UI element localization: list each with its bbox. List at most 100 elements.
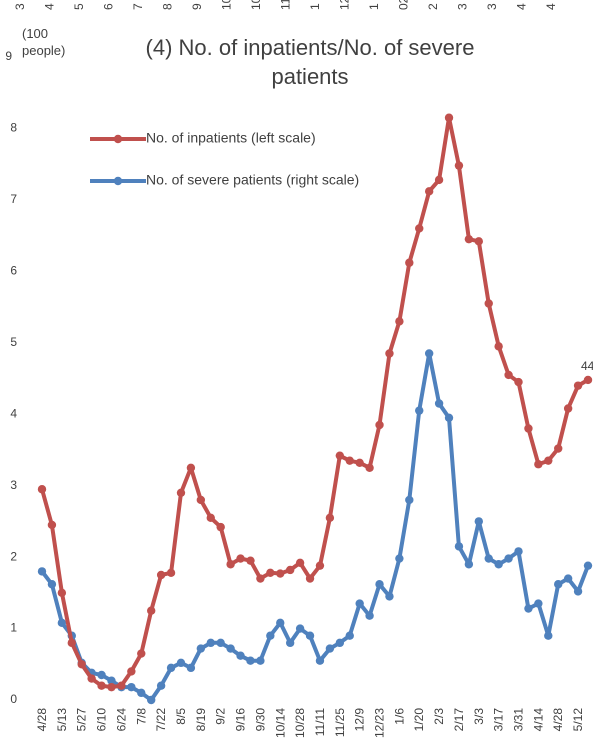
series-1 [37, 349, 593, 705]
data-point [47, 580, 57, 589]
data-point [166, 568, 176, 578]
x-tick-label: 6/24 [114, 708, 128, 732]
data-point [504, 554, 513, 563]
data-point [266, 568, 275, 578]
data-point [365, 463, 374, 473]
data-point [246, 656, 255, 665]
top-tick-label: 10 [249, 0, 263, 10]
data-point [444, 413, 454, 422]
data-point [504, 370, 513, 380]
data-point [206, 638, 215, 648]
y-tick-label: 7 [10, 192, 17, 206]
data-point [474, 237, 483, 246]
data-point [345, 631, 354, 640]
data-point [186, 463, 196, 473]
data-point [57, 588, 67, 598]
data-point [285, 565, 295, 575]
top-tick-label: 7 [131, 3, 145, 10]
data-point [454, 161, 464, 170]
data-point [375, 420, 384, 430]
data-point [57, 618, 67, 628]
top-tick-label: 1 [308, 3, 322, 10]
top-tick-label: 02 [397, 0, 411, 10]
data-point [37, 567, 47, 576]
data-point [464, 234, 474, 244]
x-tick-label: 2/17 [452, 708, 466, 732]
data-point [325, 513, 335, 523]
data-point [256, 656, 265, 665]
data-point [534, 460, 543, 469]
top-tick-label: 8 [161, 3, 175, 10]
data-point [156, 570, 166, 580]
top-tick-label: 2 [426, 3, 440, 10]
data-point [474, 517, 483, 526]
x-tick-label: 1/20 [412, 708, 426, 732]
data-point [355, 599, 364, 608]
legend-label: No. of severe patients (right scale) [146, 172, 359, 188]
data-point [236, 651, 245, 660]
data-point [196, 644, 206, 653]
data-point [37, 485, 47, 494]
x-tick-label: 9/16 [234, 708, 248, 732]
data-point [216, 522, 225, 532]
x-tick-label: 1/6 [392, 708, 406, 725]
data-point [484, 554, 493, 563]
x-axis-ticks: 4/28 5/13 5/27 6/10 6/24 7/8 7/22 8/5 8/19 9/2 9/1… [35, 708, 585, 738]
data-point [494, 560, 503, 569]
top-tick-labels: 3 4 5 6 7 8 9 10 10 11 1 12 1 02 2 3 3 4 4 [13, 0, 558, 10]
x-tick-label: 12/23 [373, 708, 387, 738]
x-tick-label: 4/14 [531, 708, 545, 732]
data-point [196, 495, 206, 505]
data-point [583, 561, 593, 570]
y-tick-label: 5 [10, 335, 17, 349]
legend-item-0: No. of inpatients (left scale) [90, 130, 316, 146]
data-point [514, 377, 523, 387]
data-point [156, 681, 166, 690]
data-point [236, 554, 245, 563]
x-tick-label: 2/3 [432, 708, 446, 725]
x-tick-label: 7/8 [134, 708, 148, 725]
x-tick-label: 7/22 [154, 708, 168, 732]
data-point [206, 513, 215, 523]
data-point [554, 444, 563, 453]
data-point [415, 406, 424, 415]
x-tick-label: 10/14 [273, 708, 287, 738]
data-point [97, 681, 106, 690]
chart-title-line-1: (4) No. of inpatients/No. of severe [146, 35, 475, 60]
data-point [295, 624, 305, 633]
x-tick-label: 4/28 [551, 708, 565, 732]
legend-item-1: No. of severe patients (right scale) [90, 172, 359, 188]
data-point [494, 342, 503, 351]
x-tick-label: 3/17 [492, 708, 506, 732]
data-point [305, 631, 315, 640]
data-point [295, 558, 305, 568]
data-point [544, 456, 553, 465]
data-point [573, 587, 583, 596]
data-point [315, 561, 325, 570]
data-point [375, 580, 384, 589]
x-tick-label: 9/2 [214, 708, 228, 725]
data-point [563, 404, 573, 413]
data-point [315, 656, 325, 665]
data-point [176, 658, 186, 668]
data-point [385, 592, 394, 601]
data-point [137, 649, 146, 658]
data-point [534, 599, 543, 608]
data-point [325, 644, 335, 653]
data-point [246, 556, 255, 565]
x-tick-label: 10/28 [293, 708, 307, 738]
x-tick-label: 11/25 [333, 708, 347, 737]
data-point [355, 458, 364, 468]
data-point [484, 299, 493, 308]
data-point [514, 547, 523, 556]
top-tick-label: 3 [485, 3, 499, 10]
data-point [434, 399, 444, 408]
x-tick-label: 3/3 [472, 708, 486, 725]
x-tick-label: 11/11 [313, 708, 327, 737]
data-point [285, 638, 295, 648]
data-point [117, 681, 126, 690]
series-line [40, 351, 590, 702]
data-point [127, 667, 136, 676]
top-tick-label: 1 [367, 3, 381, 10]
